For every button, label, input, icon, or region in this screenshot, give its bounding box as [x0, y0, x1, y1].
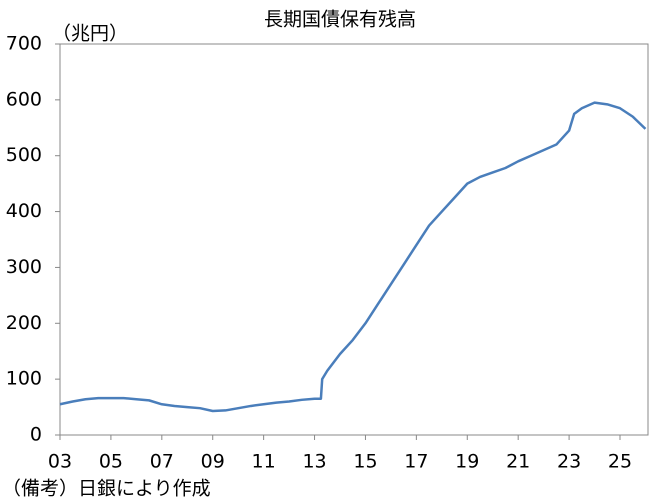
x-tick-label: 13	[302, 451, 326, 473]
y-tick-label: 100	[6, 368, 42, 390]
x-tick-label: 21	[506, 451, 530, 473]
x-tick-label: 23	[557, 451, 581, 473]
chart-title: 長期国債保有残高	[264, 9, 416, 31]
x-tick-label: 05	[99, 451, 123, 473]
y-tick-label: 200	[6, 312, 42, 334]
x-tick-label: 11	[252, 451, 276, 473]
y-tick-label: 400	[6, 200, 42, 222]
x-tick-label: 25	[608, 451, 632, 473]
y-tick-label: 700	[6, 33, 42, 55]
note: （備考）日銀により作成	[2, 478, 211, 500]
x-tick-label: 19	[455, 451, 479, 473]
x-tick-label: 15	[353, 451, 377, 473]
data-line	[59, 101, 647, 413]
x-tick-label: 17	[404, 451, 428, 473]
x-tick-label: 09	[201, 451, 225, 473]
y-tick-label: 500	[6, 144, 42, 166]
y-tick-label: 0	[30, 424, 42, 446]
x-tick-label: 07	[150, 451, 174, 473]
y-unit-label: （兆円）	[52, 23, 128, 45]
plot-frame	[59, 43, 649, 436]
y-tick-label: 600	[6, 88, 42, 110]
x-tick-label: 03	[48, 451, 72, 473]
y-tick-label: 300	[6, 256, 42, 278]
